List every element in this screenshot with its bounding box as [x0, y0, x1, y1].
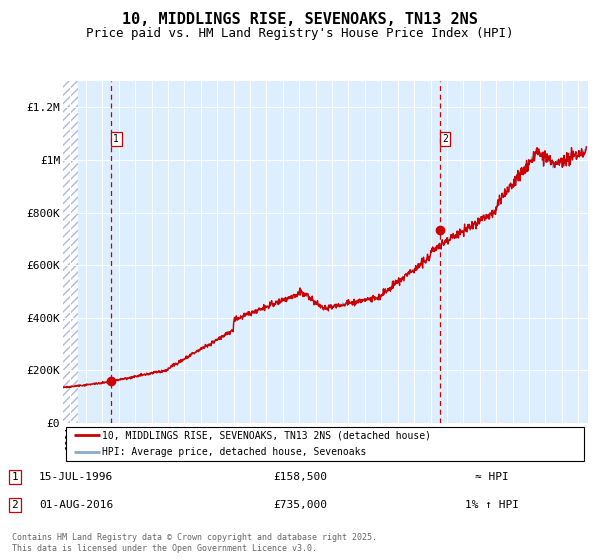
Text: 10, MIDDLINGS RISE, SEVENOAKS, TN13 2NS (detached house): 10, MIDDLINGS RISE, SEVENOAKS, TN13 2NS … [103, 431, 431, 440]
Text: 2: 2 [11, 500, 19, 510]
Text: £735,000: £735,000 [273, 500, 327, 510]
Text: 01-AUG-2016: 01-AUG-2016 [39, 500, 113, 510]
Text: 10, MIDDLINGS RISE, SEVENOAKS, TN13 2NS: 10, MIDDLINGS RISE, SEVENOAKS, TN13 2NS [122, 12, 478, 27]
Text: Price paid vs. HM Land Registry's House Price Index (HPI): Price paid vs. HM Land Registry's House … [86, 27, 514, 40]
Bar [63, 81, 78, 423]
Text: £158,500: £158,500 [273, 472, 327, 482]
Text: 2: 2 [442, 134, 448, 144]
Text: 1: 1 [11, 472, 19, 482]
Text: 1: 1 [113, 134, 119, 144]
Text: Contains HM Land Registry data © Crown copyright and database right 2025.
This d: Contains HM Land Registry data © Crown c… [12, 534, 377, 553]
Text: 15-JUL-1996: 15-JUL-1996 [39, 472, 113, 482]
Text: HPI: Average price, detached house, Sevenoaks: HPI: Average price, detached house, Seve… [103, 447, 367, 457]
Text: 1% ↑ HPI: 1% ↑ HPI [465, 500, 519, 510]
Bar [63, 81, 78, 423]
FancyBboxPatch shape [65, 427, 584, 460]
Text: ≈ HPI: ≈ HPI [475, 472, 509, 482]
